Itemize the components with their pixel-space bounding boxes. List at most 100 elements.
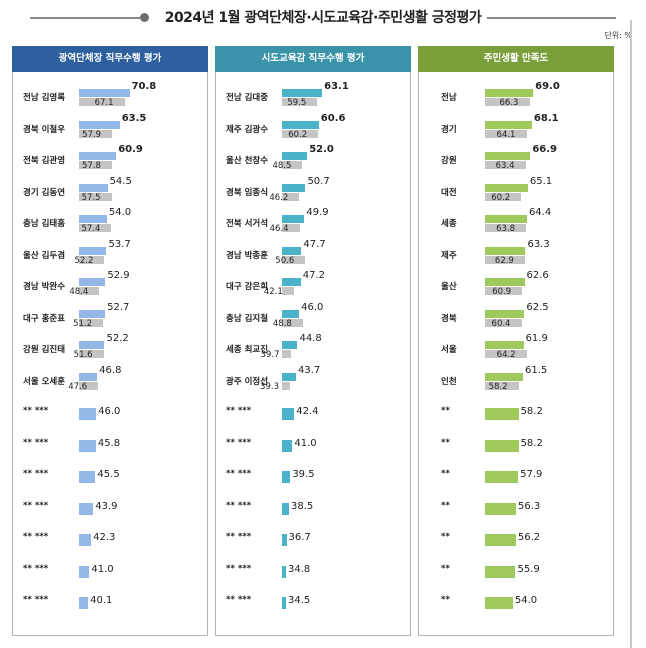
superintendents-current-bar [282,215,305,223]
resident-satisfaction-previous-bar [485,129,527,138]
governors-current-value: 60.9 [118,144,143,155]
resident-satisfaction-category-label: 세종 [441,219,457,229]
governors-previous-bar [79,318,104,327]
superintendents-current-value: 34.5 [288,595,311,606]
governors-category-label: ** *** [23,500,49,511]
governors-current-bar [79,278,106,286]
resident-satisfaction-category-label: ** [441,406,450,416]
superintendents-current-bar [282,534,287,546]
superintendents-previous-bar [282,98,318,106]
governors-category-label: 전남 김영록 [23,93,66,103]
resident-satisfaction-current-bar [485,471,519,483]
resident-satisfaction-category-label: 경북 [441,313,457,324]
superintendents-previous-value: 50.6 [275,255,295,266]
resident-satisfaction-previous-bar [485,318,522,327]
superintendents-current-bar [282,120,319,129]
resident-satisfaction-previous-value: 63.8 [496,224,516,234]
resident-satisfaction-current-value: 65.1 [529,175,553,187]
superintendents-previous-value: 39.7 [260,350,280,360]
resident-satisfaction-current-bar [485,565,516,578]
governors-previous-value: 57.5 [81,192,101,203]
governors-current-value: 45.5 [97,469,120,480]
resident-satisfaction-current-value: 56.3 [518,500,541,512]
superintendents-current-value: 46.0 [301,301,324,313]
governors-current-bar [79,152,117,160]
resident-satisfaction-previous-bar [485,255,525,264]
resident-satisfaction-current-value: 63.3 [527,238,550,250]
governors-current-bar [79,246,107,255]
superintendents-category-label: ** *** [226,532,252,542]
page-title: 2024년 1월 광역단체장·시도교육감·주민생활 긍정평가 [0,7,646,27]
superintendents-current-bar [282,471,291,483]
resident-satisfaction-current-bar [485,502,516,515]
governors-current-bar [79,471,96,483]
resident-satisfaction-current-bar [485,152,531,160]
governors-previous-bar [79,350,104,358]
governors-current-bar [79,309,106,318]
panel-superintendents: 시도교육감 직무수행 평가 전남 김대중 63.1 59.5 제주 김광수 60.6 60… [215,46,411,636]
governors-previous-bar [79,381,99,390]
resident-satisfaction-previous-value: 60.4 [491,318,511,329]
governors-current-bar [79,183,108,192]
governors-category-label: 경북 이철우 [23,124,66,135]
governors-category-label: ** *** [23,563,49,574]
resident-satisfaction-category-label: ** [441,595,450,605]
resident-satisfaction-current-bar [485,408,519,420]
superintendents-current-value: 41.0 [294,437,317,449]
resident-satisfaction-current-value: 56.2 [517,532,541,543]
superintendents-previous-bar [282,161,303,169]
governors-current-bar [79,341,105,349]
superintendents-category-label: ** *** [226,500,252,511]
resident-satisfaction-category-label: ** [441,500,450,511]
governors-current-value: 52.2 [106,333,129,344]
page-title-text: 2024년 1월 광역단체장·시도교육감·주민생활 긍정평가 [158,10,488,26]
superintendents-previous-value: 46.2 [269,192,289,203]
superintendents-previous-bar [282,224,300,232]
superintendents-previous-bar [282,381,291,390]
resident-satisfaction-category-label: 울산 [441,282,457,292]
superintendents-current-value: 43.7 [297,364,321,376]
resident-satisfaction-previous-value: 64.2 [496,350,516,360]
resident-satisfaction-previous-bar [485,381,519,390]
resident-satisfaction-current-value: 68.1 [533,112,559,124]
superintendents-category-label: 전북 서거석 [226,219,269,229]
superintendents-current-bar [282,565,286,578]
superintendents-current-bar [282,502,289,515]
panel-resident-satisfaction-title: 주민생활 만족도 [418,46,614,72]
governors-category-label: 대구 홍준표 [23,313,66,324]
governors-previous-bar [79,129,113,138]
superintendents-category-label: 광주 이정선 [226,376,269,387]
governors-category-label: 서울 오세훈 [23,376,66,387]
governors-current-value: 46.8 [99,364,122,376]
governors-category-label: 경남 박완수 [23,282,66,292]
superintendents-category-label: 세종 최교진 [226,345,269,355]
superintendents-current-bar [282,309,300,318]
resident-satisfaction-current-value: 55.9 [517,563,540,575]
superintendents-current-value: 38.5 [290,500,314,512]
governors-previous-bar [79,255,105,264]
superintendents-category-label: 전남 김대중 [226,93,269,103]
right-edge-rule [630,20,632,648]
superintendents-previous-bar [282,318,303,327]
governors-current-bar [79,502,94,515]
governors-current-value: 42.3 [93,532,116,543]
governors-category-label: ** *** [23,469,49,479]
resident-satisfaction-category-label: 인천 [441,376,457,387]
superintendents-category-label: ** *** [226,563,252,574]
superintendents-previous-value: 59.5 [287,98,307,108]
resident-satisfaction-current-value: 62.5 [526,301,549,313]
resident-satisfaction-current-value: 66.9 [532,144,557,155]
superintendents-previous-value: 39.3 [260,381,279,392]
governors-current-bar [79,120,120,129]
governors-previous-value: 52.2 [74,255,94,266]
governors-current-bar [79,439,96,452]
resident-satisfaction-current-value: 57.9 [520,469,543,480]
governors-current-value: 54.5 [109,175,132,187]
governors-previous-value: 57.8 [82,161,101,171]
resident-satisfaction-current-value: 64.4 [528,207,552,218]
resident-satisfaction-current-bar [485,183,528,192]
superintendents-current-bar [282,341,298,349]
superintendents-category-label: 대구 강은희 [226,282,269,292]
superintendents-current-bar [282,152,308,160]
governors-previous-value: 57.4 [81,224,101,234]
